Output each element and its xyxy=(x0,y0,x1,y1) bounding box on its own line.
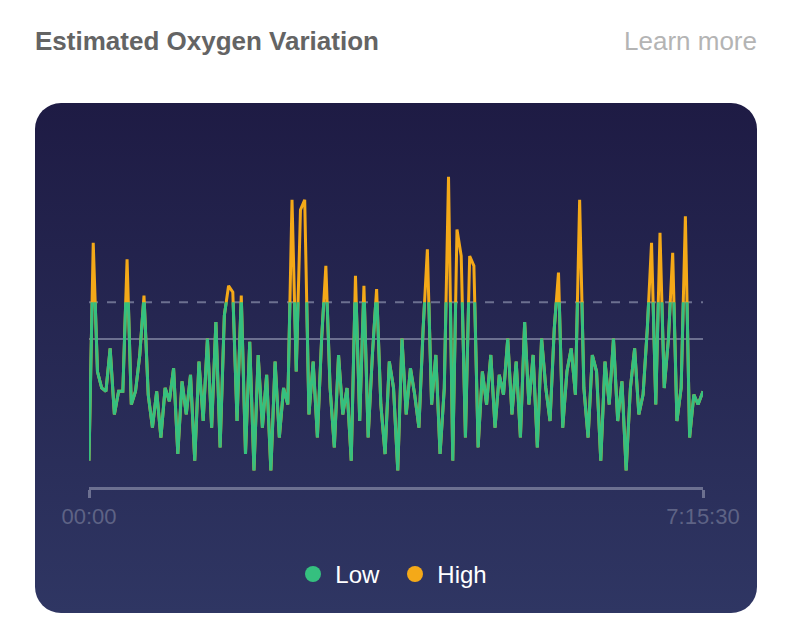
html-text:High: High xyxy=(437,561,487,588)
svg-text:7:15:30: 7:15:30 xyxy=(666,504,739,529)
html-text:Learn more: Learn more xyxy=(624,26,757,56)
svg-text:00:00: 00:00 xyxy=(61,504,116,529)
html-text:Low: Low xyxy=(335,561,380,588)
html-text:Estimated Oxygen Variation: Estimated Oxygen Variation xyxy=(35,26,379,56)
